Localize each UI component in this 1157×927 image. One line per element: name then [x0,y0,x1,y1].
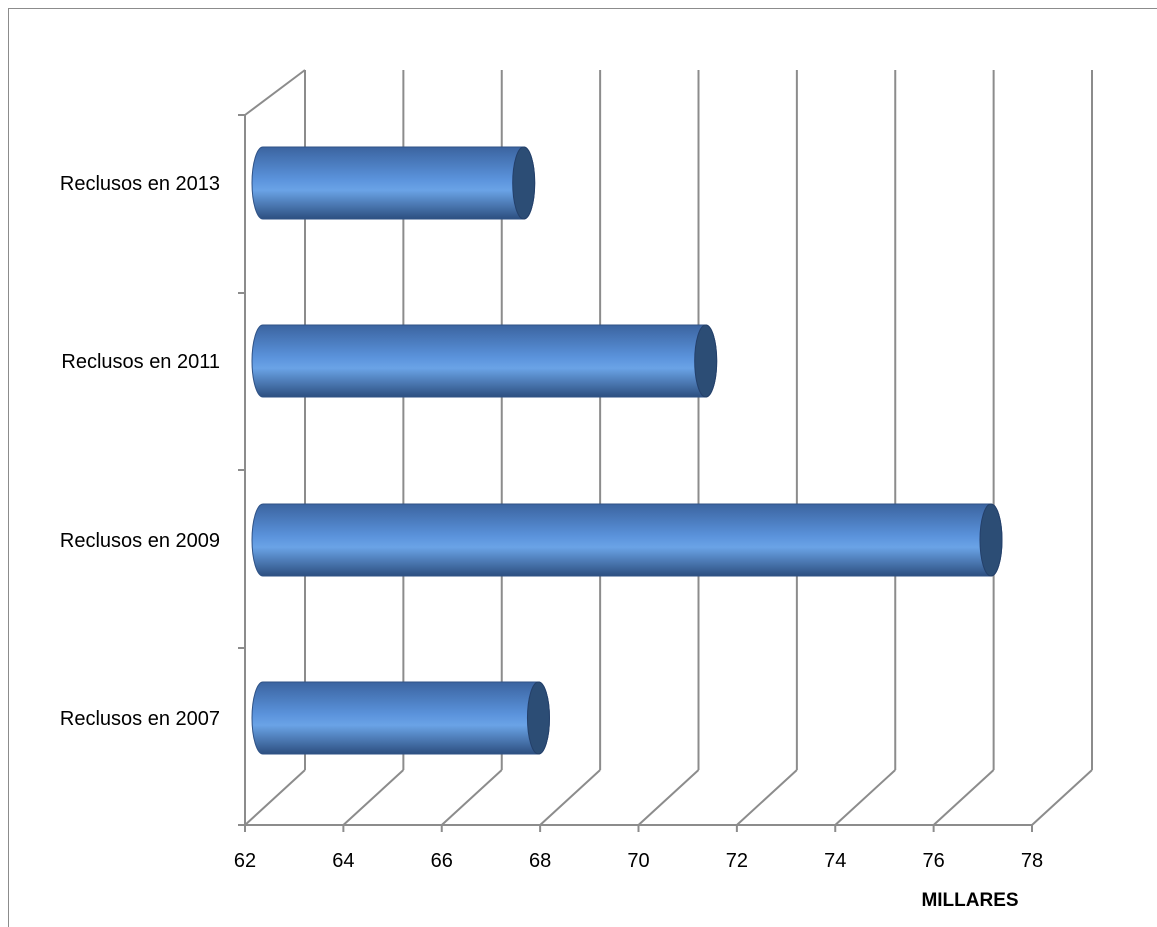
bar-body [251,146,536,220]
floor-gridline [736,769,798,826]
bar-end-cap [979,503,1003,577]
x-tick-label: 74 [824,850,846,872]
x-axis-title: MILLARES [921,890,1018,911]
bar [251,681,550,755]
bar-end-cap [694,324,718,398]
bar [251,503,1003,577]
category-label: Reclusos en 2009 [60,530,220,552]
bar-end-cap [526,681,550,755]
bars [251,146,1003,755]
x-tick-label: 70 [627,850,649,872]
floor-gridline [637,769,700,826]
bar [251,146,536,220]
floor-gridline [342,769,405,826]
x-tick-label: 72 [726,850,748,872]
floor-gridline [539,769,601,826]
category-label: Reclusos en 2007 [60,708,220,730]
x-tick-label: 62 [234,850,256,872]
floor-gridline [244,769,306,826]
category-label: Reclusos en 2013 [60,173,220,195]
bar-body [251,681,550,755]
bar [251,324,718,398]
floor-gridline [441,769,503,826]
gridlines [244,70,1093,826]
x-tick-label: 78 [1021,850,1043,872]
axes [238,69,1033,832]
floor-gridline [1031,769,1093,826]
floor-gridline [834,769,896,826]
side-wall-top [244,69,306,116]
bar-body [251,503,1003,577]
x-tick-label: 76 [923,850,945,872]
floor-gridline [932,769,995,826]
bar-end-cap [512,146,536,220]
chart-frame [8,8,1157,927]
x-tick-label: 68 [529,850,551,872]
category-label: Reclusos en 2011 [61,351,220,373]
x-tick-label: 66 [431,850,453,872]
labels: 62 64 66 68 70 72 74 76 78 Reclusos en 2007 Reclus… [60,173,1043,872]
bar-body [251,324,718,398]
x-tick-label: 64 [332,850,354,872]
